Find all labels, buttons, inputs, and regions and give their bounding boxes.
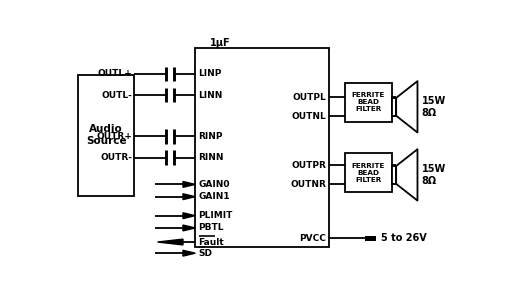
Polygon shape: [158, 239, 183, 245]
Text: OUTR-: OUTR-: [100, 153, 132, 162]
Text: LINN: LINN: [198, 90, 223, 99]
Text: GAIN0: GAIN0: [198, 180, 230, 189]
Bar: [345, 83, 392, 122]
Text: OUTL-: OUTL-: [101, 90, 132, 99]
Text: LINP: LINP: [198, 69, 222, 78]
Text: OUTR+: OUTR+: [96, 132, 132, 141]
Text: OUTL+: OUTL+: [97, 69, 132, 78]
Text: OUTNR: OUTNR: [290, 180, 326, 189]
Bar: [345, 153, 392, 192]
Bar: [366, 236, 376, 241]
Text: PLIMIT: PLIMIT: [198, 211, 233, 220]
Text: 15W
8Ω: 15W 8Ω: [422, 164, 446, 186]
Polygon shape: [183, 250, 195, 256]
Text: OUTPL: OUTPL: [293, 93, 326, 102]
Bar: [392, 166, 396, 184]
Text: Fault: Fault: [198, 238, 224, 246]
Polygon shape: [183, 225, 195, 231]
Polygon shape: [183, 213, 195, 219]
Polygon shape: [183, 182, 195, 187]
Text: RINN: RINN: [198, 153, 224, 162]
Text: 1μF: 1μF: [209, 38, 230, 48]
Text: SD: SD: [198, 249, 213, 258]
Text: Audio
Source: Audio Source: [86, 124, 126, 146]
Text: FERRITE
BEAD
FILTER: FERRITE BEAD FILTER: [352, 163, 385, 183]
Text: GAIN1: GAIN1: [198, 192, 230, 201]
Text: PBTL: PBTL: [198, 224, 224, 233]
Text: OUTNL: OUTNL: [291, 112, 326, 121]
Bar: [195, 48, 329, 247]
Text: RINP: RINP: [198, 132, 223, 141]
Text: OUTPR: OUTPR: [291, 161, 326, 170]
Polygon shape: [183, 194, 195, 200]
Text: FERRITE
BEAD
FILTER: FERRITE BEAD FILTER: [352, 92, 385, 112]
Text: PVCC: PVCC: [299, 234, 326, 243]
Text: 15W
8Ω: 15W 8Ω: [422, 96, 446, 118]
Bar: [78, 75, 134, 195]
Text: 5 to 26V: 5 to 26V: [380, 233, 426, 243]
Bar: [392, 98, 396, 115]
